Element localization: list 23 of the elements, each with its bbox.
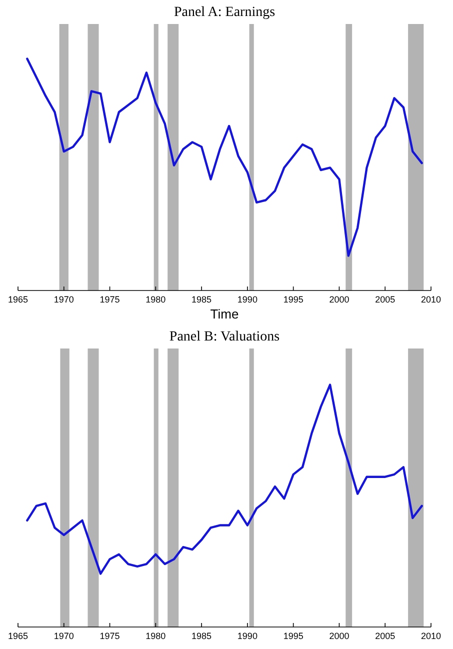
x-tick-label: 1980 [146, 631, 166, 641]
x-tick-label: 2005 [375, 294, 396, 304]
x-tick-label: 1985 [192, 631, 212, 641]
x-tick-label: 2010 [420, 294, 442, 304]
x-tick-label: 2000 [329, 631, 350, 641]
x-tick-label: 1995 [283, 631, 304, 641]
x-tick-label: 2000 [329, 294, 350, 304]
x-tick-label: 1990 [237, 631, 258, 641]
x-tick-label: 1975 [100, 631, 120, 641]
chart-title: Panel B: Valuations [169, 330, 280, 344]
x-tick-label: 1965 [8, 631, 28, 641]
chart-title: Panel A: Earnings [174, 5, 276, 20]
x-tick-label: 2005 [375, 631, 396, 641]
x-tick-label: 1980 [146, 294, 166, 304]
x-tick-label: 1990 [237, 294, 258, 304]
x-tick-label: 2010 [420, 631, 442, 641]
x-tick-label: 1975 [100, 294, 120, 304]
x-tick-label: 1970 [54, 294, 74, 304]
x-tick-label: 1995 [283, 294, 304, 304]
x-axis-title: Time [210, 306, 239, 322]
x-tick-label: 1985 [192, 294, 212, 304]
x-tick-label: 1970 [54, 631, 74, 641]
x-tick-label: 1965 [8, 294, 28, 304]
